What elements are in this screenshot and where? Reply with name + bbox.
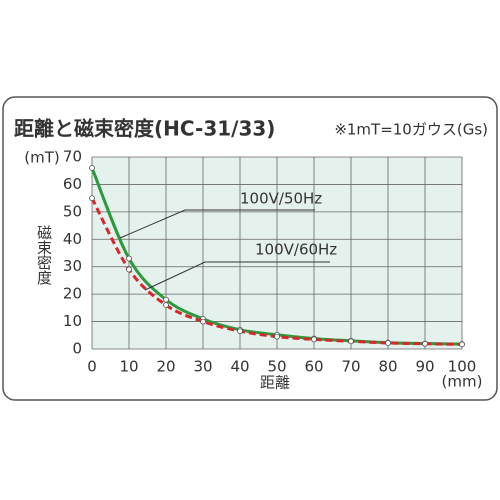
- y-tick-label: 60: [63, 175, 82, 193]
- x-tick-label: 50: [267, 358, 286, 376]
- y-unit: (mT): [24, 149, 59, 167]
- point: [311, 336, 317, 343]
- x-unit: (mm): [442, 373, 483, 391]
- point: [385, 340, 391, 346]
- chart-title: 距離と磁束密度(HC-31/33): [14, 117, 275, 141]
- point: [237, 328, 243, 335]
- x-axis-title: 距離: [260, 374, 290, 392]
- point: [163, 302, 169, 309]
- x-tick-label: 90: [415, 358, 434, 376]
- note: ※1mT=10ガウス(Gs): [334, 121, 488, 139]
- y-tick-label: 40: [63, 230, 82, 248]
- point: [89, 165, 95, 171]
- y-tick-label: 0: [72, 340, 82, 358]
- x-tick-label: 100: [448, 358, 477, 376]
- x-tick-label: 80: [378, 358, 397, 376]
- point: [348, 338, 354, 345]
- x-tick-label: 30: [193, 358, 212, 376]
- point: [163, 296, 169, 303]
- x-tick-label: 70: [341, 358, 360, 376]
- y-axis-title: 磁束密度: [35, 225, 53, 285]
- x-tick-label: 10: [119, 358, 138, 376]
- series-label: 100V/60Hz: [255, 241, 337, 259]
- x-tick-label: 60: [304, 358, 323, 376]
- point: [89, 195, 95, 202]
- x-tick-label: 0: [87, 358, 97, 376]
- y-tick-label: 10: [63, 312, 82, 330]
- point: [422, 340, 428, 347]
- point: [200, 318, 206, 325]
- y-tick-label: 50: [63, 202, 82, 220]
- y-tick-label: 70: [63, 148, 82, 166]
- x-tick-label: 20: [156, 358, 175, 376]
- point: [459, 341, 465, 348]
- series-label: 100V/50Hz: [240, 190, 322, 208]
- y-tick-label: 20: [63, 285, 82, 303]
- y-tick-label: 30: [63, 257, 82, 275]
- point: [274, 333, 280, 340]
- point: [126, 266, 132, 273]
- x-tick-label: 40: [230, 358, 249, 376]
- leader-line: [144, 261, 330, 291]
- leader-line: [119, 209, 315, 239]
- point: [126, 255, 132, 262]
